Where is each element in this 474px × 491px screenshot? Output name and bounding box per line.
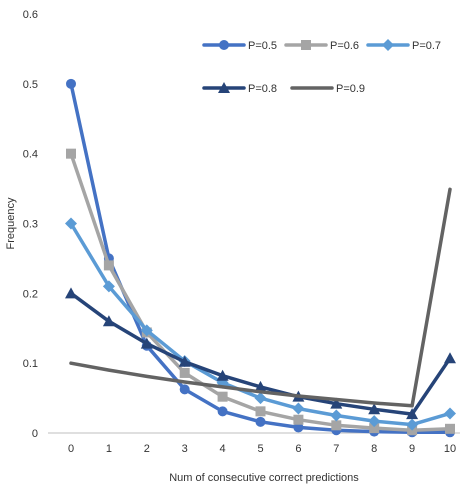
x-tick-label: 2 — [144, 443, 150, 455]
y-tick-label: 0 — [32, 428, 38, 440]
data-point — [65, 217, 77, 230]
legend-marker — [219, 40, 229, 50]
series-layer — [65, 78, 456, 438]
data-point — [66, 148, 76, 159]
data-point — [444, 352, 456, 364]
data-point — [140, 324, 153, 337]
y-tick-label: 0.2 — [23, 288, 38, 300]
data-point — [293, 422, 304, 433]
y-tick-label: 0.1 — [23, 358, 38, 370]
series-p-0-9 — [69, 187, 452, 408]
legend-label: P=0.5 — [248, 40, 277, 52]
legend: P=0.5 P=0.6 P=0.7 P=0.8 P=0.9 — [202, 39, 441, 95]
data-point — [103, 260, 114, 271]
data-point — [368, 403, 381, 415]
data-point — [216, 369, 229, 381]
legend-entry: P=0.7 — [366, 39, 441, 52]
data-point — [331, 420, 342, 431]
data-point — [65, 287, 77, 299]
y-axis-title: Frequency — [5, 197, 17, 249]
data-point — [368, 415, 381, 428]
y-tick-label: 0.6 — [23, 9, 38, 21]
data-point — [217, 391, 228, 402]
x-tick-label: 6 — [295, 443, 301, 455]
data-point — [369, 423, 380, 434]
data-point — [140, 337, 153, 349]
data-point — [179, 384, 190, 395]
x-tick-label: 1 — [106, 443, 112, 455]
legend-entry: P=0.6 — [284, 40, 359, 52]
data-point — [255, 406, 266, 417]
x-axis-ticks: 0 1 2 3 4 5 6 7 8 9 10 — [68, 443, 456, 455]
legend-label: P=0.7 — [412, 40, 441, 52]
data-point — [330, 397, 343, 409]
data-point — [102, 280, 115, 293]
legend-label: P=0.8 — [248, 83, 277, 95]
data-point — [293, 414, 304, 425]
legend-marker — [218, 82, 230, 93]
data-point — [66, 78, 76, 89]
x-tick-label: 0 — [68, 443, 74, 455]
x-tick-label: 10 — [444, 443, 456, 455]
x-axis-title: Num of consecutive correct predictions — [169, 472, 359, 484]
series-p-0-8 — [65, 287, 456, 420]
data-point — [330, 409, 343, 422]
data-point — [179, 367, 190, 378]
data-point — [445, 423, 455, 434]
data-point — [254, 380, 267, 392]
series-line — [69, 187, 452, 408]
data-point — [406, 418, 419, 431]
data-point — [255, 416, 266, 427]
y-tick-label: 0.5 — [23, 79, 38, 91]
x-tick-label: 9 — [409, 443, 415, 455]
legend-entry: P=0.8 — [202, 82, 277, 95]
data-point — [444, 407, 456, 420]
legend-marker — [301, 40, 311, 50]
legend-label: P=0.6 — [330, 40, 359, 52]
data-point — [292, 402, 305, 415]
x-tick-label: 8 — [371, 443, 377, 455]
y-tick-label: 0.3 — [23, 219, 38, 231]
x-tick-label: 3 — [182, 443, 188, 455]
legend-entry: P=0.5 — [202, 40, 277, 52]
data-point — [102, 315, 115, 327]
data-point — [217, 406, 228, 417]
series-p-0-6 — [66, 148, 455, 436]
legend-label: P=0.9 — [336, 83, 365, 95]
y-axis-ticks: 0 0.1 0.2 0.3 0.4 0.5 0.6 — [23, 9, 38, 440]
x-tick-label: 4 — [220, 443, 226, 455]
legend-entry: P=0.9 — [290, 83, 365, 95]
data-point — [254, 392, 267, 405]
data-point — [406, 408, 419, 420]
y-tick-label: 0.4 — [23, 149, 38, 161]
data-point — [178, 355, 191, 367]
x-tick-label: 5 — [257, 443, 263, 455]
legend-marker — [382, 39, 394, 51]
x-tick-label: 7 — [333, 443, 339, 455]
